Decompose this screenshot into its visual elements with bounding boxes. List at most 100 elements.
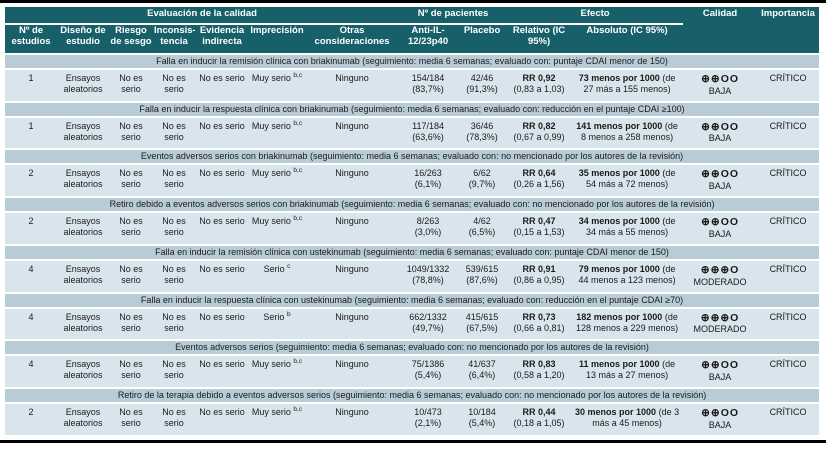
header-design-column: Diseño de estudio bbox=[57, 24, 109, 53]
header-indirectness-column: Evidencia indirecta bbox=[195, 24, 249, 53]
indirectness-cell: No es serio bbox=[195, 308, 249, 340]
absolute-effect-ci: (de 44 menos a 123 menos) bbox=[578, 263, 676, 285]
imprecision-cell: Muy serio b,c bbox=[249, 69, 305, 101]
studies-count-cell: 1 bbox=[5, 69, 57, 101]
outcome-section-row: Eventos adversos serios con briakinumab … bbox=[5, 150, 820, 164]
absolute-effect-ci: (de 27 más a 155 menos) bbox=[583, 72, 676, 94]
relative-effect-cell: RR 0,47 (0,15 a 1,53) bbox=[507, 213, 572, 244]
other-considerations-cell: Ninguno bbox=[305, 404, 400, 435]
inconsistency-cell: No es serio bbox=[153, 213, 195, 244]
quality-rating-cell: ⊕⊕OO BAJA bbox=[683, 117, 758, 149]
relative-risk-value: RR 0,47 bbox=[522, 216, 556, 227]
anti-il-patients-cell: 10/473 (2,1%) bbox=[399, 404, 458, 435]
imprecision-cell: Muy serio b,c bbox=[249, 117, 305, 149]
absolute-effect-value: 11 menos por 1000 bbox=[579, 359, 660, 370]
absolute-effect-ci: (de 54 más a 72 menos) bbox=[586, 168, 676, 190]
placebo-patients-cell: 36/46 (78,3%) bbox=[457, 117, 508, 149]
quality-label: MODERADO bbox=[693, 324, 747, 335]
anti-il-count: 10/473 bbox=[414, 407, 442, 418]
absolute-effect-value: 79 menos por 1000 bbox=[578, 263, 660, 274]
header-absolute-effect-column: Absoluto (IC 95%) bbox=[571, 24, 684, 53]
imprecision-footnote: b bbox=[286, 310, 291, 318]
placebo-percent: (5,4%) bbox=[468, 418, 496, 429]
absolute-effect-ci: (de 34 más a 55 menos) bbox=[586, 216, 676, 238]
importance-cell: CRÍTICO bbox=[757, 69, 820, 101]
quality-label: BAJA bbox=[708, 181, 732, 192]
relative-effect-cell: RR 0,64 (0,26 a 1,56) bbox=[507, 165, 572, 197]
grade-evidence-table: Evaluación de la calidad Nº de pacientes… bbox=[5, 5, 820, 437]
absolute-effect-ci: (de 13 más a 27 menos) bbox=[586, 359, 676, 381]
relative-risk-value: RR 0,44 bbox=[522, 407, 556, 418]
anti-il-percent: (78,8%) bbox=[412, 274, 444, 285]
anti-il-count: 1049/1332 bbox=[406, 263, 450, 274]
other-considerations-cell: Ninguno bbox=[305, 213, 400, 244]
outcome-section-row: Retiro debido a eventos adversos serios … bbox=[5, 198, 820, 212]
inconsistency-cell: No es serio bbox=[153, 165, 195, 197]
absolute-effect-value: 35 menos por 1000 bbox=[578, 168, 660, 179]
anti-il-patients-cell: 8/263 (3,0%) bbox=[399, 213, 458, 244]
study-design-cell: Ensayos aleatorios bbox=[57, 165, 109, 197]
placebo-patients-cell: 415/615 (67,5%) bbox=[457, 308, 508, 340]
absolute-effect-cell: 34 menos por 1000 (de 34 más a 55 menos) bbox=[571, 213, 684, 244]
relative-risk-value: RR 0,82 bbox=[522, 120, 556, 131]
inconsistency-cell: No es serio bbox=[153, 260, 195, 292]
placebo-patients-cell: 42/46 (91,3%) bbox=[457, 69, 508, 101]
absolute-effect-value: 34 menos por 1000 bbox=[578, 216, 660, 227]
outcome-section-row: Eventos adversos serios (seguimiento: me… bbox=[5, 341, 820, 355]
inconsistency-cell: No es serio bbox=[153, 69, 195, 101]
inconsistency-cell: No es serio bbox=[153, 404, 195, 435]
imprecision-cell: Muy serio b,c bbox=[249, 213, 305, 244]
risk-of-bias-cell: No es serio bbox=[109, 165, 153, 197]
importance-cell: CRÍTICO bbox=[757, 356, 820, 388]
inconsistency-cell: No es serio bbox=[153, 356, 195, 388]
other-considerations-cell: Ninguno bbox=[305, 356, 400, 388]
studies-count-cell: 1 bbox=[5, 117, 57, 149]
quality-rating-cell: ⊕⊕OO BAJA bbox=[683, 69, 758, 101]
indirectness-cell: No es serio bbox=[195, 213, 249, 244]
anti-il-patients-cell: 1049/1332 (78,8%) bbox=[399, 260, 458, 292]
relative-effect-cell: RR 0,73 (0,66 a 0,81) bbox=[507, 308, 572, 340]
imprecision-value: Serio bbox=[263, 311, 285, 322]
placebo-percent: (6,4%) bbox=[468, 370, 496, 381]
relative-risk-value: RR 0,83 bbox=[522, 359, 556, 370]
placebo-count: 4/62 bbox=[473, 216, 491, 227]
study-design-cell: Ensayos aleatorios bbox=[57, 213, 109, 244]
indirectness-cell: No es serio bbox=[195, 356, 249, 388]
outcome-section-row: Falla en inducir la respuesta clínica co… bbox=[5, 102, 820, 116]
study-design-cell: Ensayos aleatorios bbox=[57, 308, 109, 340]
indirectness-cell: No es serio bbox=[195, 404, 249, 435]
study-design-cell: Ensayos aleatorios bbox=[57, 404, 109, 435]
placebo-count: 10/184 bbox=[468, 407, 496, 418]
absolute-effect-cell: 141 menos por 1000 (de 8 menos a 258 men… bbox=[571, 117, 684, 149]
risk-of-bias-cell: No es serio bbox=[109, 404, 153, 435]
anti-il-percent: (2,1%) bbox=[414, 418, 442, 429]
studies-count-cell: 4 bbox=[5, 260, 57, 292]
placebo-percent: (87,6%) bbox=[466, 274, 498, 285]
grade-circles-icon: ⊕⊕OO bbox=[701, 72, 740, 85]
placebo-count: 415/615 bbox=[465, 311, 499, 322]
relative-risk-value: RR 0,92 bbox=[522, 72, 556, 83]
header-relative-effect-column: Relativo (IC 95%) bbox=[507, 24, 572, 53]
study-design-cell: Ensayos aleatorios bbox=[57, 260, 109, 292]
grade-circles-icon: ⊕⊕OO bbox=[701, 216, 740, 229]
anti-il-percent: (63,6%) bbox=[412, 131, 444, 142]
risk-of-bias-cell: No es serio bbox=[109, 308, 153, 340]
relative-effect-cell: RR 0,82 (0,67 a 0,99) bbox=[507, 117, 572, 149]
relative-risk-ci: (0,86 a 0,95) bbox=[513, 274, 565, 285]
absolute-effect-ci: (de 8 menos a 258 menos) bbox=[581, 120, 678, 142]
absolute-effect-cell: 79 menos por 1000 (de 44 menos a 123 men… bbox=[571, 260, 684, 292]
outcome-section-title: Falla en inducir la respuesta clínica co… bbox=[5, 293, 820, 307]
header-placebo-column: Placebo bbox=[457, 24, 508, 53]
anti-il-percent: (5,4%) bbox=[414, 370, 442, 381]
absolute-effect-cell: 30 menos por 1000 (de 3 más a 45 menos) bbox=[571, 404, 684, 435]
imprecision-value: Muy serio bbox=[251, 168, 291, 179]
study-design-cell: Ensayos aleatorios bbox=[57, 117, 109, 149]
anti-il-count: 117/184 bbox=[412, 120, 444, 131]
outcome-section-title: Falla en inducir la remisión clínica con… bbox=[5, 54, 820, 68]
placebo-count: 36/46 bbox=[470, 120, 494, 131]
other-considerations-cell: Ninguno bbox=[305, 117, 400, 149]
quality-label: BAJA bbox=[708, 85, 732, 96]
evidence-data-row: 2 Ensayos aleatorios No es serio No es s… bbox=[5, 404, 820, 435]
placebo-percent: (6,5%) bbox=[468, 227, 496, 238]
placebo-percent: (78,3%) bbox=[466, 131, 498, 142]
